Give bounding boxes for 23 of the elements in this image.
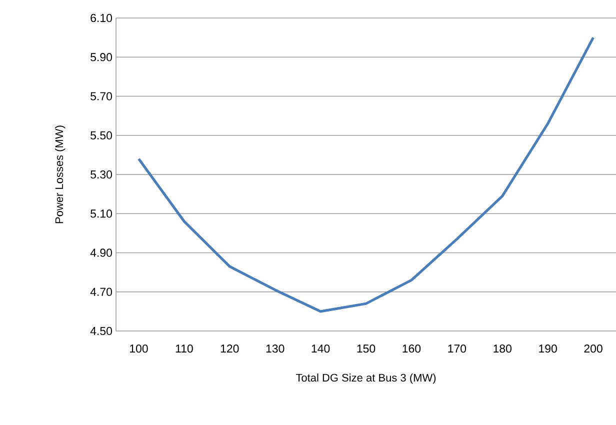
y-tick-label: 4.90 (90, 248, 112, 257)
y-tick-label: 6.10 (90, 14, 112, 22)
y-tick-label: 5.30 (90, 170, 112, 179)
y-tick-label: 5.10 (90, 210, 112, 218)
x-tick-label: 180 (494, 344, 512, 353)
line-series (137, 36, 595, 313)
x-tick-label: 160 (402, 344, 421, 353)
x-tick-label: 140 (312, 344, 330, 353)
y-tick-label: 4.50 (90, 326, 112, 336)
x-tick-label: 150 (357, 344, 376, 353)
x-tick-label: 100 (130, 344, 148, 353)
y-tick-label: 5.90 (90, 53, 112, 62)
y-tick-label: 5.50 (90, 131, 112, 140)
x-tick-label: 190 (539, 344, 557, 353)
x-tick-label: 110 (176, 344, 193, 353)
x-tick-label: 170 (448, 344, 466, 353)
x-tick-label: 120 (220, 344, 239, 353)
x-tick-label: 130 (266, 344, 284, 353)
y-axis-title: Power Losses (MW) (54, 126, 66, 224)
x-axis-title: Total DG Size at Bus 3 (MW) (296, 374, 436, 384)
x-tick-label: 200 (584, 344, 602, 353)
y-tick-label: 5.70 (90, 92, 112, 100)
y-tick-label: 4.70 (90, 288, 112, 296)
